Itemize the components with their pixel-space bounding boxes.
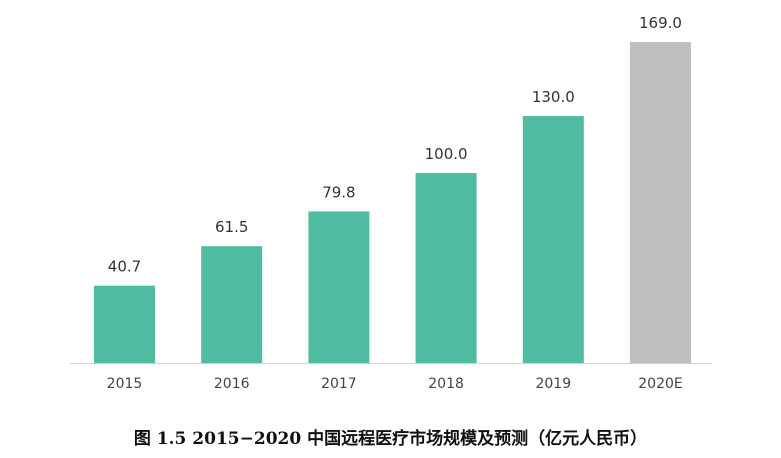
bar-chart: 40.7 2015 61.5 2016 79.8 2017 100.0 2018 130.0 20… [70, 14, 712, 392]
x-tick-label: 2017 [321, 376, 357, 392]
x-tick-label: 2019 [535, 376, 571, 392]
x-tick-label: 2015 [107, 376, 143, 392]
bar [201, 246, 263, 363]
bar [308, 211, 370, 363]
bar [94, 285, 155, 363]
bar [522, 116, 584, 363]
data-label: 130.0 [532, 88, 575, 106]
data-label: 100.0 [425, 145, 468, 163]
bar [630, 42, 691, 363]
chart-title: 图 1.5 2015−2020 中国远程医疗市场规模及预测（亿元人民币） [133, 429, 648, 449]
bar [415, 173, 477, 363]
x-tick-label: 2020E [638, 376, 682, 392]
data-label: 169.0 [639, 14, 682, 32]
data-label: 40.7 [108, 258, 141, 276]
x-tick-label: 2018 [428, 376, 464, 392]
data-label: 79.8 [322, 183, 355, 201]
x-tick-label: 2016 [214, 376, 250, 392]
data-label: 61.5 [215, 218, 248, 236]
